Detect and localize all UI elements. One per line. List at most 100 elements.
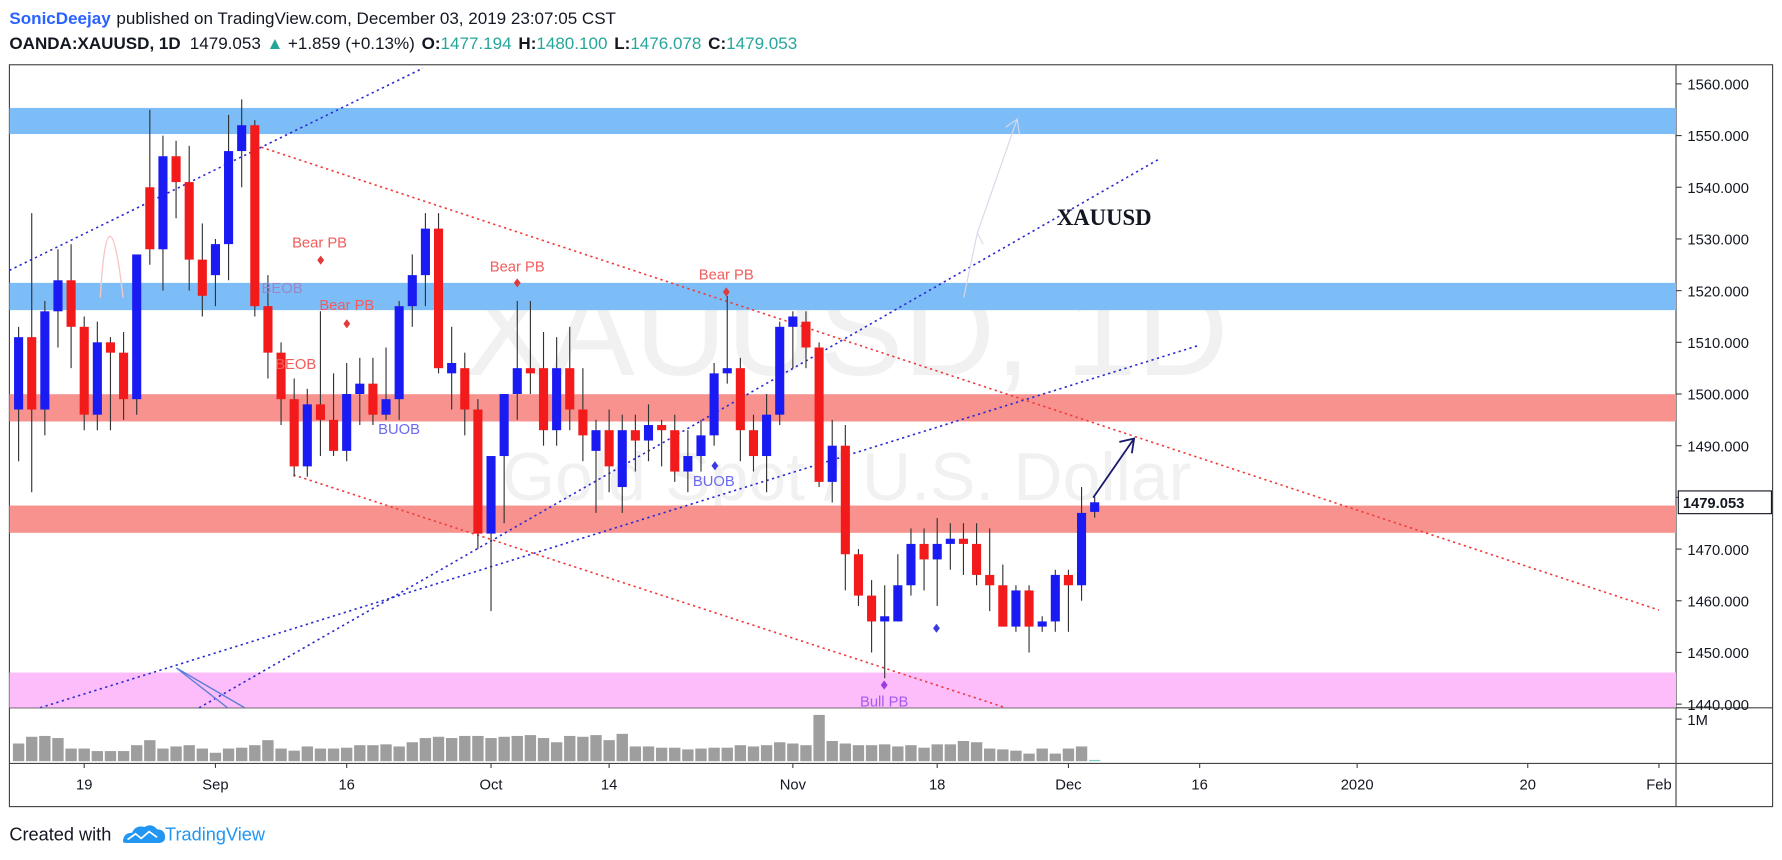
volume-bar bbox=[144, 740, 156, 762]
volume-bar bbox=[65, 748, 77, 762]
volume-bar bbox=[865, 745, 878, 762]
last-price-label: 1479.053 bbox=[1683, 496, 1745, 512]
candle-body bbox=[329, 419, 339, 451]
candle-body bbox=[250, 125, 260, 307]
candle-body bbox=[119, 352, 129, 400]
candle-body bbox=[40, 311, 50, 410]
candle-body bbox=[368, 383, 378, 415]
volume-bar bbox=[459, 735, 471, 762]
candle-body bbox=[394, 306, 404, 400]
volume-bar bbox=[1036, 748, 1048, 762]
projection-arrow[interactable] bbox=[1092, 437, 1136, 499]
volume-bar bbox=[380, 744, 392, 762]
volume-bar bbox=[406, 742, 418, 762]
volume-bar bbox=[918, 747, 930, 762]
zone[interactable] bbox=[9, 672, 1677, 708]
published: published on TradingView.com, December 0… bbox=[116, 9, 616, 28]
candle-body bbox=[473, 409, 483, 534]
candle-body bbox=[210, 244, 220, 276]
candle-body bbox=[1050, 574, 1060, 622]
y-tick-label: 1440.000 bbox=[1687, 698, 1749, 714]
candle-body bbox=[158, 156, 168, 250]
ray[interactable] bbox=[175, 667, 245, 708]
candle-body bbox=[302, 404, 312, 467]
volume-bar bbox=[682, 749, 694, 762]
x-tick-label: Oct bbox=[480, 778, 503, 794]
volume-bar bbox=[209, 752, 222, 762]
y-tick-label: 1510.000 bbox=[1687, 336, 1749, 352]
volume-bar bbox=[669, 747, 681, 762]
footer-brand[interactable]: TradingView bbox=[165, 825, 266, 845]
candle-body bbox=[1011, 590, 1021, 627]
volume-bar bbox=[642, 746, 655, 762]
candle-body bbox=[14, 337, 24, 410]
volume-bar bbox=[931, 744, 943, 762]
candle-body bbox=[184, 182, 194, 260]
y-tick-label: 1550.000 bbox=[1687, 129, 1749, 145]
annotation: Bear PB bbox=[490, 260, 545, 276]
candle-body bbox=[355, 383, 365, 395]
annotation: BEOB bbox=[275, 357, 316, 373]
candle-body bbox=[958, 538, 968, 544]
candle-body bbox=[709, 373, 719, 436]
candle-body bbox=[92, 342, 102, 415]
volume-bar bbox=[616, 733, 628, 762]
y-tick-label: 1470.000 bbox=[1687, 543, 1749, 559]
candle-body bbox=[525, 368, 535, 374]
annotation: BUOB bbox=[693, 474, 735, 490]
volume-bar bbox=[905, 745, 917, 762]
zone[interactable] bbox=[9, 394, 1677, 422]
logo[interactable] bbox=[123, 825, 166, 843]
volume-bar bbox=[445, 738, 458, 762]
candle-body bbox=[788, 316, 798, 327]
volume-bar bbox=[39, 735, 51, 762]
volume-bar bbox=[1088, 759, 1101, 762]
x-tick-label: 18 bbox=[929, 778, 945, 794]
candle-body bbox=[604, 430, 614, 467]
volume-bar bbox=[879, 744, 891, 762]
axes: 1440.0001450.0001460.0001470.0001480.000… bbox=[76, 78, 1773, 794]
volume-bar bbox=[655, 747, 668, 762]
sketch-arrow[interactable] bbox=[963, 117, 1020, 298]
sketch-curve[interactable] bbox=[99, 235, 124, 298]
candle-body bbox=[315, 404, 325, 420]
y-tick-label: 1450.000 bbox=[1687, 646, 1749, 662]
ohlc-label: O: bbox=[422, 34, 441, 53]
volume-bar bbox=[774, 742, 786, 762]
author[interactable]: SonicDeejay bbox=[9, 9, 111, 28]
candle-body bbox=[53, 280, 63, 312]
candle-body bbox=[276, 352, 286, 400]
candle-body bbox=[998, 585, 1008, 627]
volume-bar bbox=[734, 745, 747, 762]
volume-bar bbox=[747, 746, 760, 762]
annotation: Bear PB bbox=[699, 267, 754, 283]
volume-bar bbox=[1010, 750, 1022, 762]
candle-body bbox=[985, 574, 995, 586]
volume-bar bbox=[196, 748, 209, 762]
candles bbox=[14, 99, 1100, 679]
x-tick-label: Nov bbox=[780, 778, 807, 794]
trend-line[interactable] bbox=[255, 144, 1660, 611]
volume-bar bbox=[340, 747, 353, 762]
change-arrow: ▲ bbox=[267, 34, 284, 53]
x-tick-label: 20 bbox=[1520, 778, 1536, 794]
volume-bar bbox=[52, 738, 64, 762]
x-tick-label: Sep bbox=[202, 778, 228, 794]
volume-bar bbox=[131, 745, 143, 762]
zone[interactable] bbox=[9, 107, 1677, 135]
volume-bar bbox=[721, 747, 733, 762]
volume-bar bbox=[1062, 748, 1075, 762]
candle-body bbox=[105, 342, 116, 353]
candle-body bbox=[66, 280, 76, 327]
candle-body bbox=[591, 430, 601, 451]
zone[interactable] bbox=[9, 282, 1677, 311]
candle-body bbox=[683, 456, 693, 472]
candle-body bbox=[342, 394, 352, 451]
trend-line[interactable] bbox=[39, 344, 1200, 708]
volume-bar bbox=[629, 746, 642, 762]
volume-bar bbox=[577, 736, 589, 762]
candle-body bbox=[499, 394, 509, 457]
volume-bar bbox=[78, 748, 90, 762]
x-tick-label: 19 bbox=[76, 778, 92, 794]
